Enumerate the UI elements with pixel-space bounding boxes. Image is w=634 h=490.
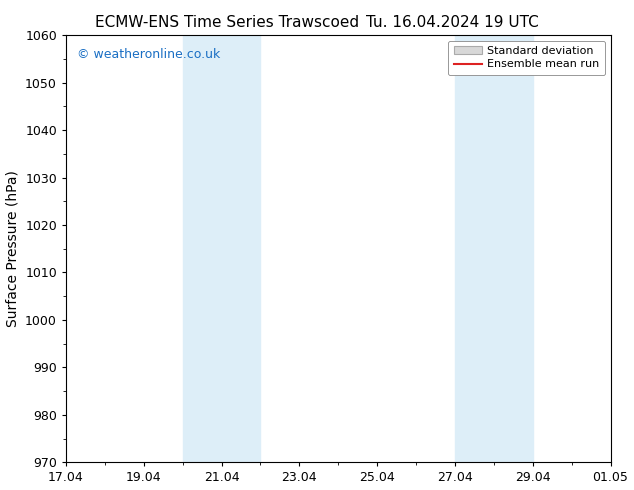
Legend: Standard deviation, Ensemble mean run: Standard deviation, Ensemble mean run	[448, 41, 605, 75]
Bar	[183, 35, 261, 463]
Text: Tu. 16.04.2024 19 UTC: Tu. 16.04.2024 19 UTC	[366, 15, 539, 30]
Bar	[455, 35, 533, 463]
Text: ECMW-ENS Time Series Trawscoed: ECMW-ENS Time Series Trawscoed	[95, 15, 359, 30]
Y-axis label: Surface Pressure (hPa): Surface Pressure (hPa)	[6, 171, 20, 327]
Text: © weatheronline.co.uk: © weatheronline.co.uk	[77, 48, 220, 61]
